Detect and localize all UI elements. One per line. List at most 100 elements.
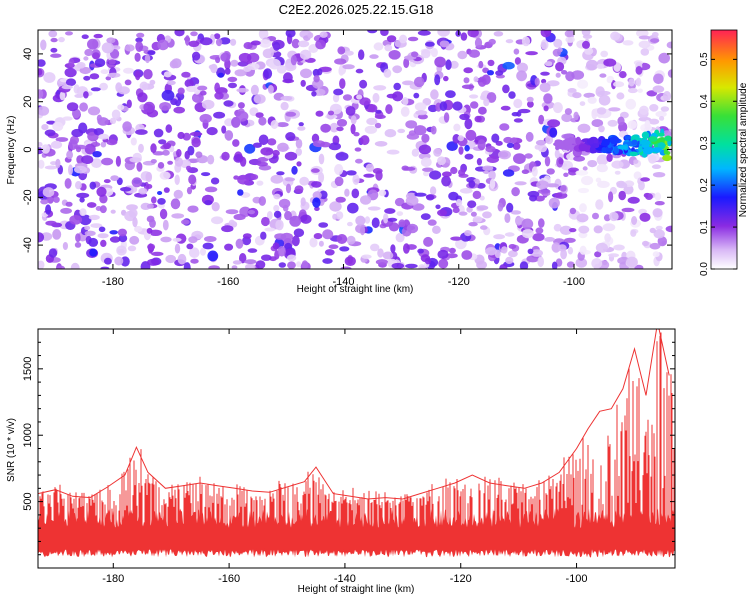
spectrogram-blob [313,75,320,83]
spectrogram-blob [91,158,102,169]
spectrogram-blob [445,59,452,70]
spectrogram-blob [511,112,519,117]
spectrogram-blob [129,157,142,163]
spectrogram-blob [84,143,96,155]
spectrogram-blob [260,231,267,240]
spectrogram-blob [114,256,124,266]
spectrogram-blob [591,119,604,128]
spectrogram-blob [500,105,511,111]
spectrogram-blob [86,202,97,208]
spectrogram-blob [502,84,510,94]
spectrogram-blob [81,155,94,165]
spectrogram-blob [93,128,104,136]
spectrogram-blob [344,256,356,266]
spectrogram-blob [464,144,470,152]
spectrogram-blob [258,30,269,40]
spectrogram-blob [565,71,575,82]
spectrogram-blob [534,195,545,202]
colorbar-tick-label: 0.0 [699,262,710,276]
spectrogram-blob [284,210,292,221]
spectrogram-blob [157,162,165,169]
spectrogram-blob [99,205,107,214]
spectrogram-blob [96,186,107,197]
spectrogram-blob [494,249,501,259]
spectrogram-blob [235,238,244,249]
spectrogram-blob [619,71,627,79]
spectrogram-blob [465,129,477,141]
spectrogram-blob [608,253,620,258]
spectrogram-blob [188,174,197,185]
spectrogram-blob [315,39,326,50]
spectrogram-blob [618,190,626,201]
spectrogram-blob [79,197,85,203]
spectrogram-blob [276,122,289,128]
spectrogram-blob [60,207,72,214]
spectrogram-blob [183,262,191,269]
spectrogram-blob [417,114,428,120]
spectrogram-blob [50,37,58,43]
spectrogram-blob [274,233,287,240]
spectrogram-blob [608,191,614,203]
spectrogram-blob [346,235,356,245]
spectrogram-blob [474,37,483,49]
spectrogram-blob [597,180,610,188]
spectrogram-blob [551,261,558,269]
spectrogram-blob [332,93,340,103]
spectrogram-blob [79,66,92,75]
spectrogram-blob [350,123,356,135]
spectrogram-blob [582,40,590,49]
spectrogram-blob [84,48,93,57]
spectrogram-blob [458,211,468,216]
spectrogram-blob [375,170,383,181]
spectrogram-blob [378,189,387,197]
spectrogram-blob [476,158,482,166]
spectrogram-blob [65,78,77,86]
spectrogram-blob [98,226,106,233]
spectrogram-blob [373,85,387,91]
spectrogram-blob [403,166,416,171]
spectrogram-blob [135,37,143,43]
spectrogram-blob [41,124,49,131]
spectrogram-blob [610,31,621,41]
spectrogram-blob [181,219,190,225]
spectrogram-blob [299,176,310,186]
spectrogram-blob [596,163,608,173]
spectrogram-blob [579,203,587,213]
spectrogram-blob [138,143,144,153]
snr-marks [38,329,675,558]
spectrogram-blob [649,104,659,112]
spectrogram-blob [634,264,644,269]
spectrogram-blob [40,199,49,205]
spectrogram-blob [296,261,302,268]
spectrogram-feature-blob [629,151,638,157]
spectrogram-blob [377,248,384,258]
spectrogram-blob [42,187,55,198]
spectrogram-blob [530,249,543,257]
spectrogram-blob [150,143,157,154]
spectrogram-blob [367,206,381,211]
spectrogram-blob [134,225,143,233]
spectrogram-blob [627,120,637,130]
spectrogram-blob [272,41,281,51]
spectrogram-blob [455,30,462,37]
spectrogram-blob [188,236,198,244]
spectrogram-blob [359,97,371,106]
spectrogram-blob [406,133,420,140]
spectrogram-blob [93,33,103,39]
spectrogram-blob [89,73,100,80]
spectrogram-blob [468,49,480,58]
spectrogram-blob [566,261,575,268]
spectrogram-blob [144,54,151,64]
spectrogram-blob [552,48,561,57]
spectrogram-blob [143,69,153,80]
spectrogram-blob [393,82,402,91]
spectrogram-blob [174,174,180,186]
spectrogram-blob [575,170,589,176]
spectrogram-blob [606,153,613,162]
spectrogram-blob [372,92,380,103]
spectrogram-blob [234,69,247,77]
spectrogram-blob [364,216,371,224]
spectrogram-blob [146,227,153,234]
spectrogram-blob [650,38,660,43]
